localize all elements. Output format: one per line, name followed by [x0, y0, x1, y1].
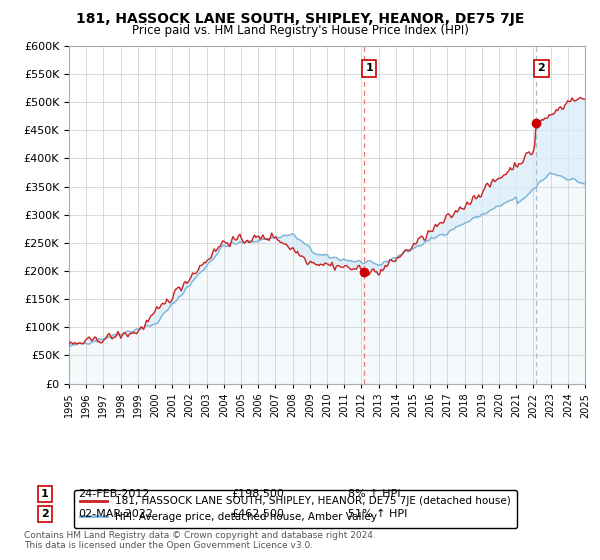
- Text: 24-FEB-2012: 24-FEB-2012: [78, 489, 149, 499]
- Text: 51% ↑ HPI: 51% ↑ HPI: [348, 509, 407, 519]
- Text: 8% ↑ HPI: 8% ↑ HPI: [348, 489, 401, 499]
- Text: 1: 1: [41, 489, 49, 499]
- Text: 2: 2: [538, 63, 545, 73]
- Text: Contains HM Land Registry data © Crown copyright and database right 2024.
This d: Contains HM Land Registry data © Crown c…: [24, 530, 376, 550]
- Text: 02-MAR-2022: 02-MAR-2022: [78, 509, 153, 519]
- Text: 2: 2: [41, 509, 49, 519]
- Text: 1: 1: [365, 63, 373, 73]
- Text: £462,500: £462,500: [231, 509, 284, 519]
- Legend: 181, HASSOCK LANE SOUTH, SHIPLEY, HEANOR, DE75 7JE (detached house), HPI: Averag: 181, HASSOCK LANE SOUTH, SHIPLEY, HEANOR…: [74, 490, 517, 528]
- Text: 181, HASSOCK LANE SOUTH, SHIPLEY, HEANOR, DE75 7JE: 181, HASSOCK LANE SOUTH, SHIPLEY, HEANOR…: [76, 12, 524, 26]
- Text: Price paid vs. HM Land Registry's House Price Index (HPI): Price paid vs. HM Land Registry's House …: [131, 24, 469, 37]
- Text: £198,500: £198,500: [231, 489, 284, 499]
